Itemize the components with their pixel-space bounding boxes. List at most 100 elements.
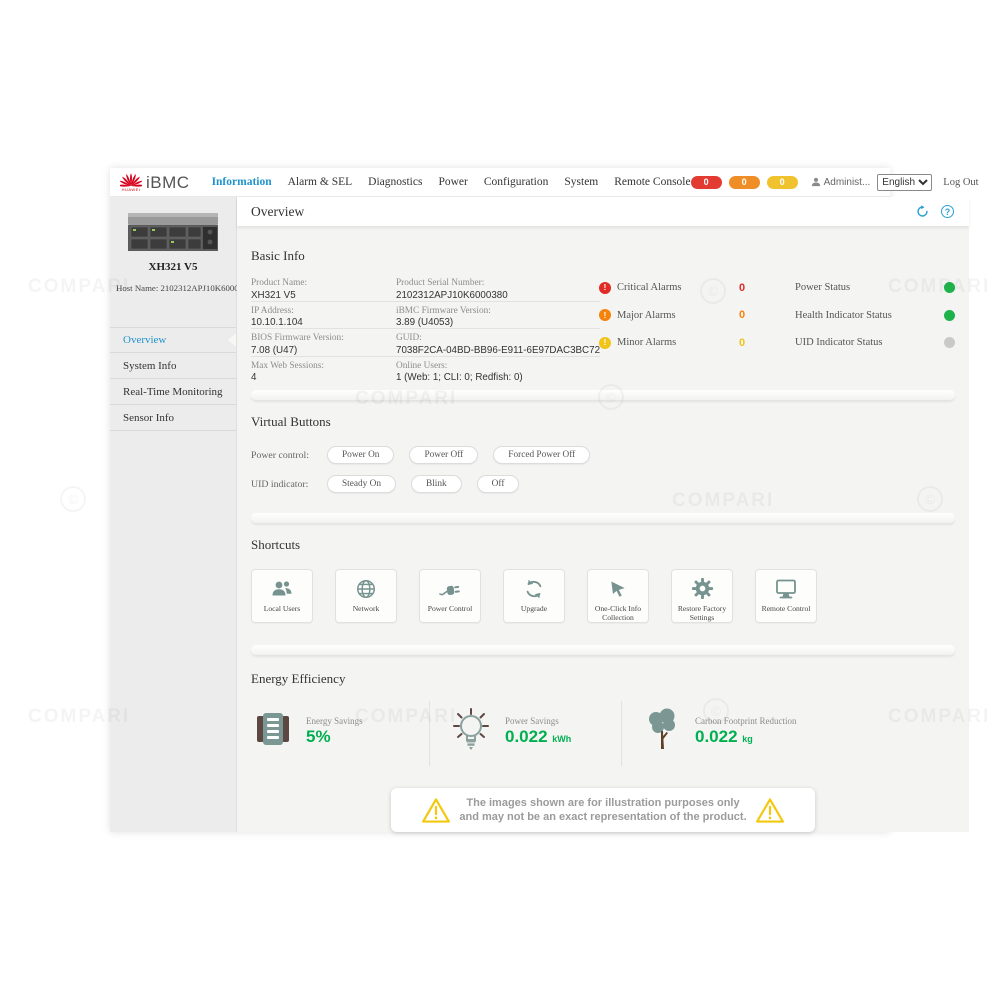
virtual-buttons-section: Virtual Buttons Power control: Power On … xyxy=(251,414,955,513)
warning-triangle-icon xyxy=(422,797,451,823)
main-nav: Information Alarm & SEL Diagnostics Powe… xyxy=(212,176,691,188)
sidebar-item-overview[interactable]: Overview xyxy=(110,327,236,353)
shortcut-restore-factory-settings[interactable]: Restore Factory Settings xyxy=(671,569,733,623)
field-guid: GUID: 7038F2CA-04BD-BB96-E911-6E97DAC3BC7… xyxy=(396,329,601,357)
uid-indicator-row: UID Indicator Status xyxy=(795,329,955,357)
energy-efficiency-section: Energy Efficiency xyxy=(251,671,955,766)
nav-item-diagnostics[interactable]: Diagnostics xyxy=(368,176,423,188)
server-photo xyxy=(128,213,218,251)
uid-off-button[interactable]: Off xyxy=(476,475,520,493)
virtual-buttons-title: Virtual Buttons xyxy=(251,414,331,429)
light-bulb-icon xyxy=(450,707,492,756)
language-select[interactable]: English xyxy=(877,173,933,191)
nav-item-configuration[interactable]: Configuration xyxy=(483,176,549,188)
critical-alarm-badge[interactable]: 0 xyxy=(690,175,722,189)
power-status-row: Power Status xyxy=(795,274,955,302)
critical-alarms-row[interactable]: ! Critical Alarms 0 xyxy=(599,274,757,302)
uid-indicator-control-row: UID indicator: Steady On Blink Off xyxy=(251,475,955,493)
tree-icon xyxy=(642,707,682,756)
page-body: Basic Info Product Name: XH321 V5 Product… xyxy=(237,226,969,832)
power-control-row: Power control: Power On Power Off Forced… xyxy=(251,446,955,464)
battery-stack-icon xyxy=(253,708,293,755)
app-name: iBMC xyxy=(146,173,190,192)
energy-savings-value: 5% xyxy=(306,727,331,746)
nav-item-remote-console[interactable]: Remote Console xyxy=(614,176,691,188)
minor-alarms-row[interactable]: ! Minor Alarms 0 xyxy=(599,329,757,357)
page-title: Overview xyxy=(251,203,305,219)
field-product-name: Product Name: XH321 V5 xyxy=(251,274,396,302)
forced-power-off-button[interactable]: Forced Power Off xyxy=(493,446,591,464)
power-savings-stat: Power Savings 0.022 kWh xyxy=(429,701,621,766)
top-right-controls: 0 0 0 Administ... English Log Out xyxy=(690,173,979,191)
uid-status-led xyxy=(944,337,955,349)
critical-alarm-icon: ! xyxy=(599,281,611,294)
current-user[interactable]: Administ... xyxy=(811,176,871,188)
shortcut-remote-control[interactable]: Remote Control xyxy=(755,569,817,623)
energy-efficiency-title: Energy Efficiency xyxy=(251,671,346,686)
power-savings-value: 0.022 kWh xyxy=(505,727,572,746)
user-name: Administ... xyxy=(823,176,871,188)
uid-blink-button[interactable]: Blink xyxy=(411,475,462,493)
field-ip-address: IP Address: 10.10.1.104 xyxy=(251,302,396,329)
power-off-button[interactable]: Power Off xyxy=(409,446,479,464)
huawei-wordmark: HUAWEI xyxy=(121,187,141,192)
shortcut-local-users[interactable]: Local Users xyxy=(251,569,313,623)
indicator-summary: Power Status Health Indicator Status UID… xyxy=(795,274,955,384)
alarm-summary: ! Critical Alarms 0 ! Major Alarms 0 ! xyxy=(599,274,757,384)
major-alarm-icon: ! xyxy=(599,309,611,322)
shortcut-upgrade[interactable]: Upgrade xyxy=(503,569,565,623)
nav-item-information[interactable]: Information xyxy=(211,176,272,188)
nav-item-power[interactable]: Power xyxy=(438,176,468,188)
plug-icon xyxy=(438,577,462,601)
health-indicator-row: Health Indicator Status xyxy=(795,302,955,330)
uid-steady-on-button[interactable]: Steady On xyxy=(327,475,396,493)
major-alarm-badge[interactable]: 0 xyxy=(728,175,760,189)
user-icon xyxy=(811,177,820,187)
page-header: Overview ? xyxy=(237,197,969,226)
field-online-users: Online Users: 1 (Web: 1; CLI: 0; Redfish:… xyxy=(396,360,523,384)
sidebar-item-real-time-monitoring[interactable]: Real-Time Monitoring xyxy=(110,379,236,405)
help-icon[interactable]: ? xyxy=(940,204,955,219)
ibmc-window: HUAWEI iBMC Information Alarm & SEL Diag… xyxy=(110,168,979,832)
refresh-arrows-icon xyxy=(523,577,545,601)
refresh-icon[interactable] xyxy=(915,204,930,219)
nav-item-system[interactable]: System xyxy=(564,176,599,188)
disclaimer-banner: The images shown are for illustration pu… xyxy=(391,788,815,832)
power-on-button[interactable]: Power On xyxy=(327,446,395,464)
cursor-icon xyxy=(608,577,628,601)
globe-icon xyxy=(355,577,377,601)
server-model: XH321 V5 xyxy=(148,261,198,273)
carbon-footprint-stat: Carbon Footprint Reduction 0.022 kg xyxy=(621,701,857,766)
nav-item-alarm-sel[interactable]: Alarm & SEL xyxy=(287,176,353,188)
shortcut-power-control[interactable]: Power Control xyxy=(419,569,481,623)
minor-alarm-badge[interactable]: 0 xyxy=(766,175,798,189)
field-max-web-sessions: Max Web Sessions: 4 xyxy=(251,360,324,384)
basic-info-fields: Product Name: XH321 V5 Product Serial Num… xyxy=(251,274,601,384)
disclaimer-text: The images shown are for illustration pu… xyxy=(459,796,747,823)
health-status-led xyxy=(944,309,955,321)
shortcuts-section: Shortcuts Local Users Networ xyxy=(251,537,955,645)
section-divider xyxy=(251,645,955,655)
shortcut-network[interactable]: Network xyxy=(335,569,397,623)
content-area: Overview ? Basic Info Product Name: XH321… xyxy=(237,197,969,832)
server-card: XH321 V5 Host Name: 2102312APJ10K6000380 xyxy=(110,197,252,293)
sidebar-item-system-info[interactable]: System Info xyxy=(110,353,236,379)
top-bar: HUAWEI iBMC Information Alarm & SEL Diag… xyxy=(110,168,979,197)
shortcut-one-click-info-collection[interactable]: One-Click Info Collection xyxy=(587,569,649,623)
shortcuts-title: Shortcuts xyxy=(251,537,301,552)
sidebar-menu: Overview System Info Real-Time Monitorin… xyxy=(110,327,236,431)
huawei-flower-icon: HUAWEI xyxy=(120,172,142,192)
brand: HUAWEI iBMC xyxy=(120,172,190,192)
logout-link[interactable]: Log Out xyxy=(943,176,979,188)
users-icon xyxy=(270,577,294,601)
warning-triangle-icon xyxy=(755,797,784,823)
gear-icon xyxy=(691,577,714,601)
sidebar-item-sensor-info[interactable]: Sensor Info xyxy=(110,405,236,431)
monitor-icon xyxy=(774,577,798,601)
field-serial-number: Product Serial Number: 2102312APJ10K60003… xyxy=(396,274,601,302)
major-alarms-row[interactable]: ! Major Alarms 0 xyxy=(599,302,757,330)
host-name: Host Name: 2102312APJ10K6000380 xyxy=(116,283,252,293)
energy-savings-stat: Energy Savings 5% xyxy=(251,701,429,766)
basic-info-title: Basic Info xyxy=(251,248,305,263)
sidebar: XH321 V5 Host Name: 2102312APJ10K6000380… xyxy=(110,197,252,832)
